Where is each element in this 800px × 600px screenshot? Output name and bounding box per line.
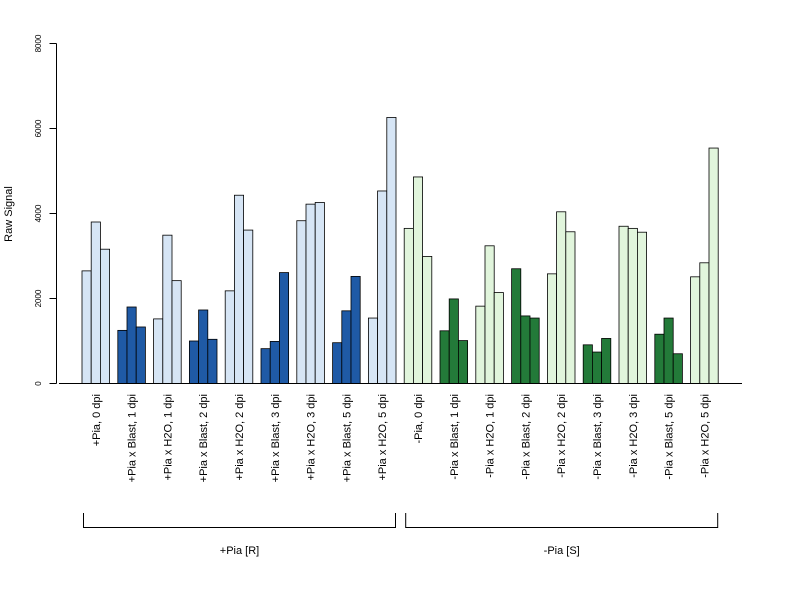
bar [556,211,567,384]
x-tick-label: +Pia x Blast, 2 dpi [198,394,210,482]
x-tick-label: -Pia, 0 dpi [413,394,425,444]
x-tick-label: +Pia x Blast, 3 dpi [270,394,282,482]
bar [493,292,504,384]
x-tick-label: +Pia x H2O, 5 dpi [377,394,389,481]
bar [90,221,101,384]
x-tick-label: -Pia x Blast, 3 dpi [592,394,604,480]
bar [278,272,289,384]
bar [699,262,710,384]
bar [305,203,316,384]
bar [207,338,218,384]
bar [269,341,280,384]
bar [100,248,111,384]
bar [547,273,558,384]
bar [171,280,182,384]
bar [81,270,92,384]
y-tick-label: 0 [34,381,43,386]
bars [81,117,719,384]
bar [332,342,343,384]
bar [117,329,128,384]
y-tick-label: 8000 [34,34,43,52]
x-tick-label: +Pia x Blast, 1 dpi [127,394,139,482]
x-tick-label: -Pia x H2O, 1 dpi [485,394,497,478]
bar [672,353,683,384]
bar [439,330,450,384]
bar [690,276,701,384]
bar [565,231,576,384]
x-tick-label: -Pia x Blast, 2 dpi [520,394,532,480]
bar [637,231,648,384]
y-tick-label: 6000 [34,119,43,137]
bar [386,117,397,384]
y-axis-label: Raw Signal [3,186,15,242]
group-brackets: +Pia [R] -Pia [S] [83,513,719,557]
bar [403,227,414,384]
x-tick-label: +Pia x H2O, 2 dpi [234,394,246,481]
bar [377,190,388,384]
bar [233,194,244,384]
bar [198,309,209,384]
bar [448,298,459,384]
bar [260,348,271,384]
bar [529,317,540,384]
group-bracket [405,513,719,528]
bar [663,317,674,384]
bar [520,315,531,384]
bar [296,220,307,384]
x-tick-label: -Pia x H2O, 3 dpi [628,394,640,478]
x-tick-label: -Pia x H2O, 5 dpi [699,394,711,478]
x-tick-label: -Pia x Blast, 5 dpi [664,394,676,480]
bar [457,340,468,384]
y-tick-label: 4000 [34,204,43,222]
bar [224,290,235,384]
bar [126,306,137,384]
bar [475,305,486,384]
x-tick-label: +Pia x Blast, 5 dpi [341,394,353,482]
y-tick-label: 2000 [34,289,43,307]
bar [341,310,352,384]
bar [153,318,164,384]
x-tick-label: -Pia x Blast, 1 dpi [449,394,461,480]
bar [162,234,173,384]
bar [350,275,361,384]
bar [708,147,719,384]
x-tick-labels: +Pia, 0 dpi +Pia x Blast, 1 dpi +Pia x H2O… [91,394,712,482]
bar [654,333,665,384]
bar [135,326,146,384]
bar [412,176,423,384]
bar [601,338,612,384]
bar [188,340,199,384]
bar [243,229,254,384]
group-label: -Pia [S] [544,545,580,557]
bar [511,268,522,384]
bar [367,317,378,384]
group-label: +Pia [R] [220,545,259,557]
bar [627,227,638,384]
bar [592,351,603,384]
bar [582,344,593,384]
bar [314,202,325,384]
x-tick-label: -Pia x H2O, 2 dpi [556,394,568,478]
bar [422,256,433,384]
group-bracket [83,513,396,528]
x-tick-label: +Pia, 0 dpi [91,394,103,446]
y-axis: 0 2000 4000 6000 8000 [34,34,57,386]
bar [484,245,495,384]
x-tick-label: +Pia x H2O, 1 dpi [162,394,174,481]
bar [618,225,629,384]
x-tick-label: +Pia x H2O, 3 dpi [306,394,318,481]
